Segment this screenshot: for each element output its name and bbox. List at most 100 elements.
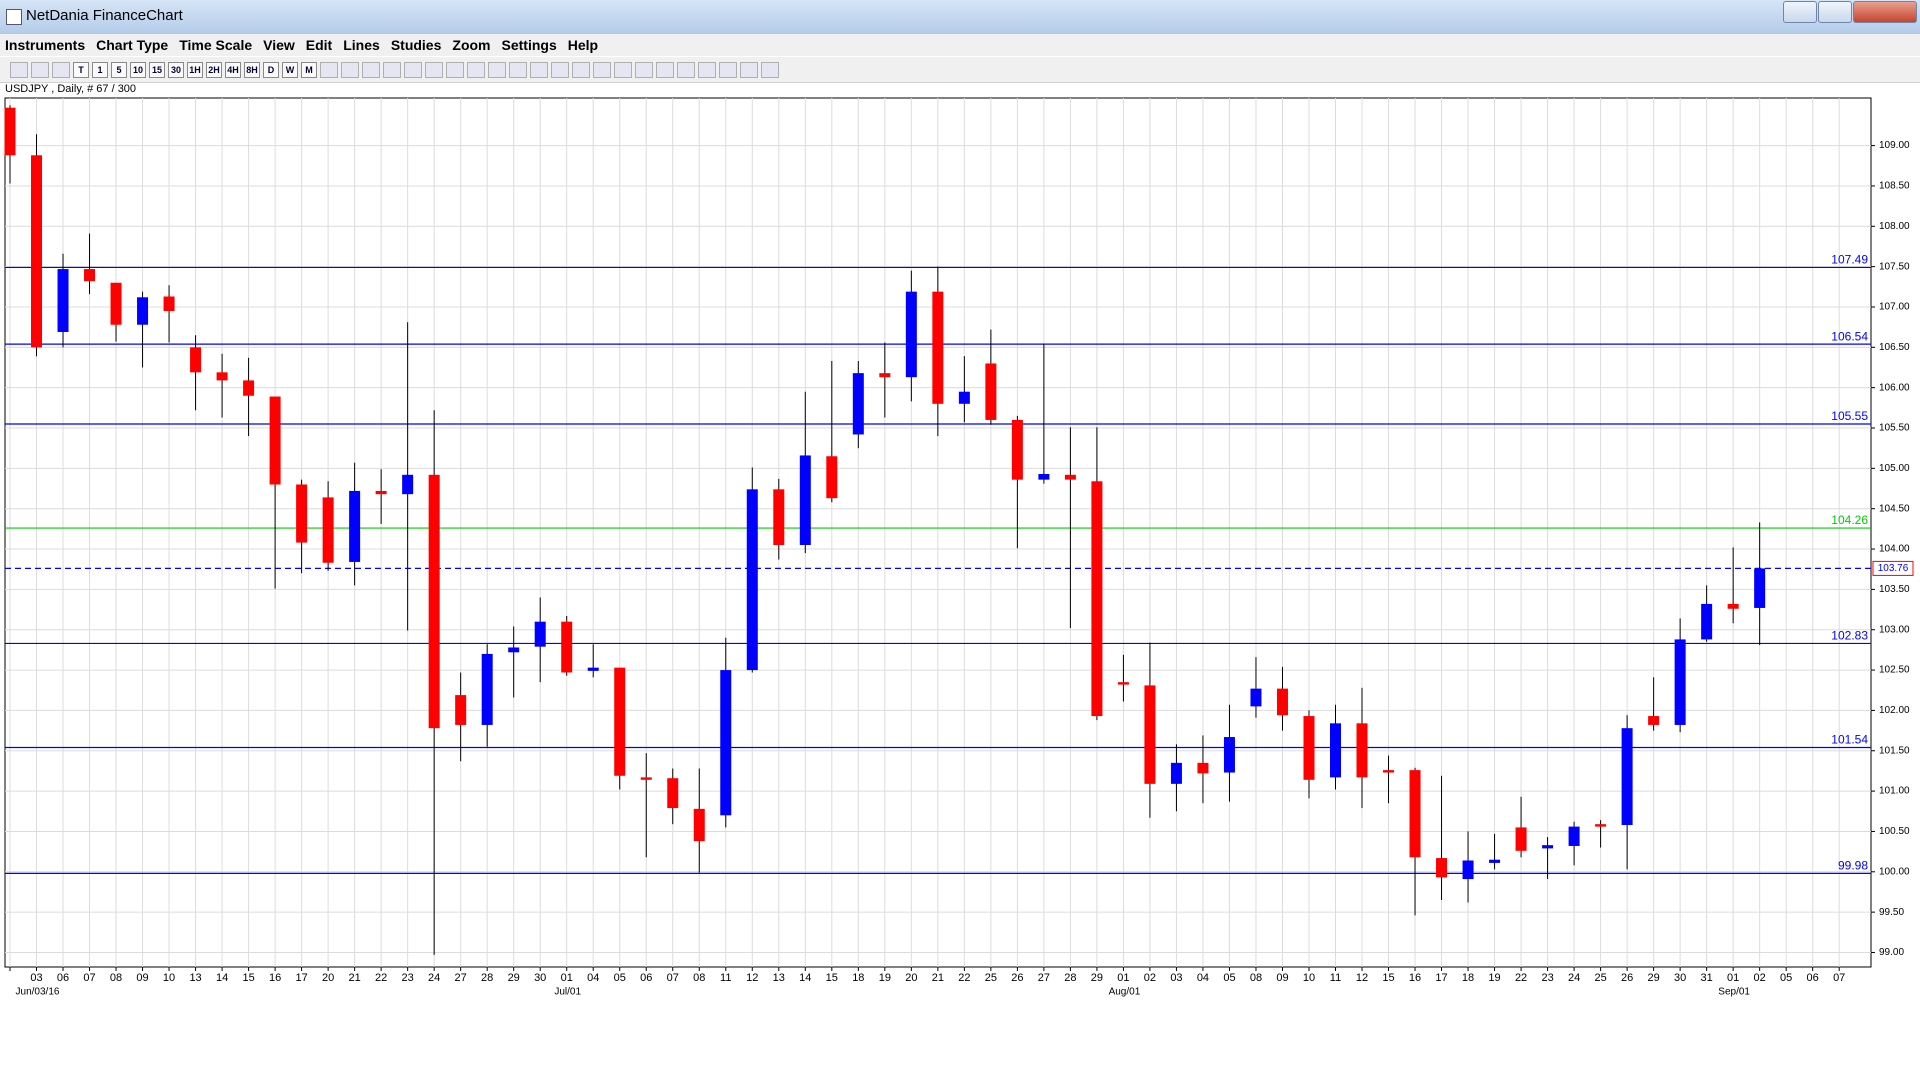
tool-icon[interactable] [761, 61, 779, 78]
x-tick-label: 18 [852, 972, 864, 984]
y-tick-label: 103.50 [1879, 584, 1910, 595]
chart-type-icon[interactable] [52, 61, 70, 78]
timescale-button[interactable]: D [263, 61, 279, 78]
x-tick-label: 20 [322, 972, 334, 984]
minimize-button[interactable] [1783, 1, 1817, 23]
candle-body [640, 777, 652, 780]
timescale-button[interactable]: T [73, 61, 89, 78]
timescale-button[interactable]: 1H [187, 61, 203, 78]
menu-item[interactable]: View [263, 37, 295, 53]
menu-item[interactable]: Instruments [5, 37, 86, 53]
timescale-button[interactable]: 5 [111, 61, 127, 78]
candle-body [1383, 770, 1395, 773]
tool-icon[interactable] [635, 61, 653, 78]
tool-icon[interactable] [572, 61, 590, 78]
candle-body [746, 489, 758, 671]
candle-body [1701, 603, 1713, 640]
x-tick-label: 17 [1435, 972, 1447, 984]
x-tick-label: 12 [1356, 972, 1368, 984]
x-tick-label: 08 [1250, 972, 1262, 984]
x-tick-label: 15 [1382, 972, 1394, 984]
menu-item[interactable]: Studies [390, 37, 442, 53]
y-tick-label: 104.00 [1879, 544, 1910, 555]
tool-icon[interactable] [362, 61, 380, 78]
x-tick-label: 28 [1064, 972, 1076, 984]
tool-icon[interactable] [488, 61, 506, 78]
tool-icon[interactable] [593, 61, 611, 78]
tool-icon[interactable] [740, 61, 758, 78]
candle-body [243, 380, 255, 396]
x-tick-label: 18 [1462, 972, 1474, 984]
candle-body [110, 282, 122, 325]
x-tick-label: 26 [1621, 972, 1633, 984]
menu-item[interactable]: Chart Type [96, 37, 169, 53]
period-label: Sep/01 [1718, 987, 1750, 998]
timescale-button[interactable]: 2H [206, 61, 222, 78]
timescale-button[interactable]: 10 [130, 61, 146, 78]
chart-type-icon[interactable] [31, 61, 49, 78]
candle-body [587, 667, 599, 671]
candle-body [1648, 716, 1660, 725]
tool-icon[interactable] [656, 61, 674, 78]
candle-body [481, 653, 493, 725]
candle-body [879, 373, 891, 378]
y-tick-label: 104.50 [1879, 503, 1910, 514]
x-tick-label: 08 [693, 972, 705, 984]
y-tick-label: 105.50 [1879, 423, 1910, 434]
y-tick-label: 107.00 [1879, 302, 1910, 313]
chart-info: USDJPY , Daily, # 67 / 300 [5, 83, 137, 95]
maximize-button[interactable] [1818, 1, 1852, 23]
chart-type-icon[interactable] [10, 61, 28, 78]
candle-body [1436, 858, 1448, 878]
menu-bar: Instruments Chart Type Time Scale View Edit L… [0, 34, 1920, 56]
level-label: 105.55 [1831, 409, 1868, 423]
menu-item[interactable]: Time Scale [179, 37, 253, 53]
x-tick-label: 03 [1170, 972, 1182, 984]
tool-icon[interactable] [320, 61, 338, 78]
candle-body [958, 391, 970, 404]
tool-icon[interactable] [698, 61, 716, 78]
tool-icon[interactable] [446, 61, 464, 78]
tool-icon[interactable] [383, 61, 401, 78]
x-tick-label: 23 [1541, 972, 1553, 984]
tool-icon[interactable] [404, 61, 422, 78]
candle-body [1170, 762, 1182, 784]
candle-body [57, 269, 69, 332]
x-tick-label: 04 [587, 972, 599, 984]
candle-body [190, 347, 202, 373]
x-tick-label: 02 [1754, 972, 1766, 984]
tool-icon[interactable] [551, 61, 569, 78]
timescale-button[interactable]: W [282, 61, 298, 78]
timescale-button[interactable]: 4H [225, 61, 241, 78]
tool-icon[interactable] [530, 61, 548, 78]
menu-item[interactable]: Zoom [452, 37, 491, 53]
menu-item[interactable]: Edit [305, 37, 333, 53]
candle-body [1621, 728, 1633, 825]
timescale-button[interactable]: 1 [92, 61, 108, 78]
timescale-button[interactable]: 15 [149, 61, 165, 78]
candle-body [1409, 770, 1421, 858]
x-tick-label: 23 [402, 972, 414, 984]
close-button[interactable] [1853, 1, 1917, 23]
y-tick-label: 109.00 [1879, 140, 1910, 151]
tool-icon[interactable] [425, 61, 443, 78]
tool-icon[interactable] [341, 61, 359, 78]
tool-icon[interactable] [467, 61, 485, 78]
x-tick-label: 01 [1117, 972, 1129, 984]
candle-body [4, 107, 16, 156]
timescale-button[interactable]: 8H [244, 61, 260, 78]
x-tick-label: 15 [242, 972, 254, 984]
tool-icon[interactable] [509, 61, 527, 78]
tool-icon[interactable] [719, 61, 737, 78]
candle-body [1250, 688, 1262, 707]
tool-icon[interactable] [614, 61, 632, 78]
x-tick-label: 24 [1568, 972, 1580, 984]
menu-item[interactable]: Settings [501, 37, 557, 53]
menu-item[interactable]: Help [567, 37, 599, 53]
tool-icon[interactable] [677, 61, 695, 78]
timescale-button[interactable]: 30 [168, 61, 184, 78]
y-tick-label: 103.00 [1879, 624, 1910, 635]
menu-item[interactable]: Lines [343, 37, 380, 53]
timescale-button[interactable]: M [301, 61, 317, 78]
x-tick-label: 05 [614, 972, 626, 984]
